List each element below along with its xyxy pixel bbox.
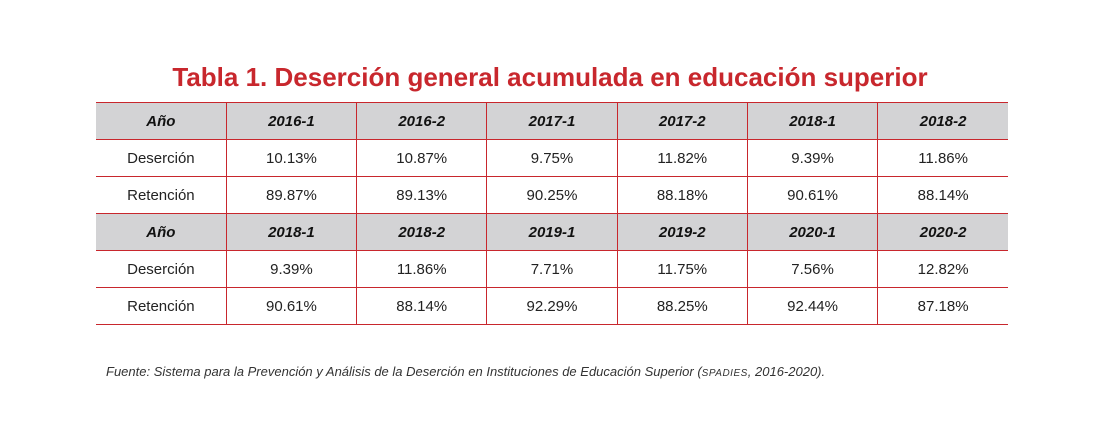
table-cell: 7.71% <box>486 250 618 288</box>
header-cell: 2019-2 <box>616 213 748 251</box>
table-cell: 11.75% <box>616 250 748 288</box>
table-cell: 89.13% <box>356 176 488 214</box>
table-cell: 11.86% <box>877 139 1008 177</box>
source-suffix: , 2016-2020). <box>747 364 826 379</box>
header-cell: 2018-1 <box>746 102 879 140</box>
source-prefix: Fuente: Sistema para la Prevención y Aná… <box>106 364 702 379</box>
row-label: Retención <box>96 287 227 325</box>
table-cell: 90.61% <box>746 176 879 214</box>
header-cell: 2018-1 <box>225 213 358 251</box>
table-cell: 7.56% <box>746 250 879 288</box>
table-cell: 12.82% <box>877 250 1008 288</box>
table-cell: 90.25% <box>486 176 618 214</box>
table-header-row: Año 2016-1 2016-2 2017-1 2017-2 2018-1 2… <box>96 102 1008 140</box>
header-cell: Año <box>96 213 227 251</box>
table-cell: 10.13% <box>225 139 358 177</box>
header-cell: 2018-2 <box>356 213 488 251</box>
header-cell: 2016-1 <box>225 102 358 140</box>
table-cell: 11.82% <box>616 139 748 177</box>
source-acronym: SPADIES <box>701 368 748 379</box>
table-cell: 88.14% <box>356 287 488 325</box>
table-cell: 89.87% <box>225 176 358 214</box>
header-cell: 2020-2 <box>877 213 1008 251</box>
row-label: Deserción <box>96 139 227 177</box>
table-header-row: Año 2018-1 2018-2 2019-1 2019-2 2020-1 2… <box>96 213 1008 251</box>
table-cell: 92.29% <box>486 287 618 325</box>
source-note: Fuente: Sistema para la Prevención y Aná… <box>106 364 825 379</box>
header-cell: 2020-1 <box>746 213 879 251</box>
table-cell: 11.86% <box>356 250 488 288</box>
table-cell: 9.75% <box>486 139 618 177</box>
row-label: Retención <box>96 176 227 214</box>
table-cell: 88.14% <box>877 176 1008 214</box>
table-cell: 92.44% <box>746 287 879 325</box>
table-cell: 9.39% <box>225 250 358 288</box>
header-cell: 2016-2 <box>356 102 488 140</box>
row-label: Deserción <box>96 250 227 288</box>
table-cell: 88.18% <box>616 176 748 214</box>
table-cell: 10.87% <box>356 139 488 177</box>
table-cell: 9.39% <box>746 139 879 177</box>
header-cell: 2018-2 <box>877 102 1008 140</box>
dropout-table: Año 2016-1 2016-2 2017-1 2017-2 2018-1 2… <box>96 102 1008 325</box>
header-cell: 2017-1 <box>486 102 618 140</box>
table-title: Tabla 1. Deserción general acumulada en … <box>172 62 928 92</box>
table-row: Retención 89.87% 89.13% 90.25% 88.18% 90… <box>96 176 1008 214</box>
table-row: Deserción 9.39% 11.86% 7.71% 11.75% 7.56… <box>96 250 1008 288</box>
header-cell: 2019-1 <box>486 213 618 251</box>
table-cell: 88.25% <box>616 287 748 325</box>
header-cell: 2017-2 <box>616 102 748 140</box>
table-cell: 90.61% <box>225 287 358 325</box>
table-row: Deserción 10.13% 10.87% 9.75% 11.82% 9.3… <box>96 139 1008 177</box>
header-cell: Año <box>96 102 227 140</box>
table-row: Retención 90.61% 88.14% 92.29% 88.25% 92… <box>96 287 1008 325</box>
table-cell: 87.18% <box>877 287 1008 325</box>
